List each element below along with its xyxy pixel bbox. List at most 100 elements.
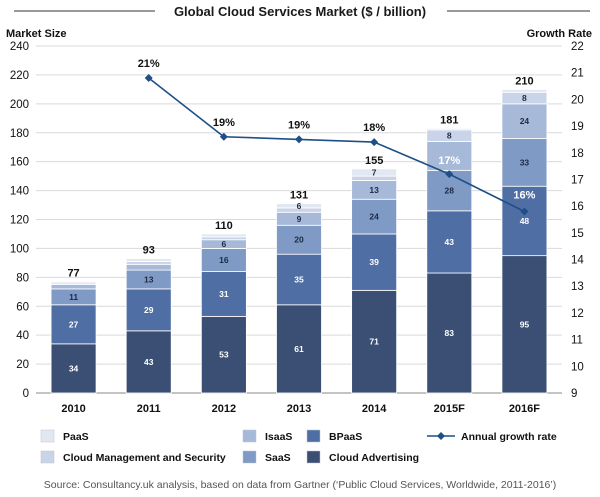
- growth-point-marker: [295, 135, 303, 144]
- legend: PaaS Cloud Management and Security IsaaS Sa…: [40, 429, 557, 464]
- segment-value-label: 31: [219, 289, 229, 299]
- growth-point-marker: [219, 132, 228, 141]
- bar-segment-bpaas: [50, 304, 97, 345]
- bar-segment-bpaas: [501, 185, 548, 257]
- bar-segment-bpaas: [426, 210, 473, 274]
- bar-segment-isaas: [125, 263, 172, 271]
- segment-value-label: 48: [520, 216, 530, 226]
- y2-tick-label: 22: [571, 41, 584, 53]
- bar-segment-isaas: [50, 284, 97, 290]
- growth-value-label: 17%: [438, 155, 460, 167]
- growth-line-path: [148, 77, 525, 213]
- segment-value-label: 61: [294, 344, 304, 354]
- y2-tick-label: 9: [571, 388, 577, 400]
- y-tick-label: 240: [10, 41, 29, 53]
- bar-total-label: 77: [67, 268, 79, 280]
- stacked-bars: 3427117743291393533116611061352096131713…: [50, 75, 548, 394]
- y-tick-label: 220: [10, 70, 29, 82]
- x-tick-label: 2015F: [434, 403, 465, 415]
- y-tick-label: 100: [10, 243, 29, 255]
- bar-segment-saas: [276, 224, 322, 255]
- segment-value-label: 20: [294, 235, 304, 245]
- bar-segment-paas: [501, 88, 548, 93]
- legend-label: Cloud Advertising: [329, 452, 419, 464]
- segment-value-label: 28: [445, 186, 455, 196]
- bar-segment-saas: [501, 138, 548, 187]
- bar-segment-cloud-advertising: [50, 343, 97, 394]
- growth-value-label: 19%: [288, 119, 310, 131]
- segment-value-label: 53: [219, 350, 229, 360]
- segment-value-label: 43: [144, 357, 154, 367]
- chart-title: Global Cloud Services Market ($ / billio…: [174, 4, 426, 19]
- bar-segment-cloud-management-and-security: [200, 236, 247, 241]
- segment-value-label: 7: [372, 168, 377, 178]
- segment-value-label: 24: [520, 116, 530, 126]
- bar-segment-paas: [276, 203, 322, 209]
- growth-point-marker: [445, 170, 454, 179]
- y-axis-ticks: 0 20 40 60 80 100 120 140 160 180 200 220 240: [10, 41, 29, 400]
- y2-tick-label: 17: [571, 174, 584, 186]
- growth-value-label: 18%: [363, 122, 385, 134]
- segment-value-label: 43: [445, 237, 455, 247]
- segment-value-label: 13: [144, 275, 154, 285]
- bar-segment-cloud-advertising: [200, 315, 247, 394]
- y2-tick-label: 10: [571, 361, 584, 373]
- growth-value-label: 21%: [138, 58, 160, 70]
- legend-label: PaaS: [63, 431, 89, 443]
- segment-value-label: 11: [69, 292, 78, 302]
- bar-segment-cloud-advertising: [276, 304, 322, 394]
- y2-tick-label: 14: [571, 255, 584, 267]
- y2-tick-label: 20: [571, 94, 584, 106]
- x-tick-label: 2011: [137, 403, 161, 415]
- bar-total-label: 155: [365, 155, 383, 167]
- y-tick-label: 200: [10, 99, 29, 111]
- segment-value-label: 71: [369, 337, 379, 347]
- y2-tick-label: 15: [571, 228, 584, 240]
- x-tick-label: 2013: [287, 403, 311, 415]
- growth-point-marker: [144, 74, 153, 83]
- bar-total-label: 110: [215, 220, 233, 232]
- x-tick-label: 2016F: [509, 403, 540, 415]
- segment-value-label: 95: [520, 319, 530, 329]
- growth-point-marker: [370, 138, 379, 147]
- y-tick-label: 60: [16, 301, 29, 313]
- bar-segment-paas: [50, 281, 97, 284]
- legend-swatch: [306, 429, 321, 443]
- y-tick-label: 180: [10, 128, 29, 140]
- segment-value-label: 6: [297, 201, 302, 211]
- legend-swatch: [40, 429, 55, 443]
- bar-segment-paas: [351, 168, 398, 177]
- y-tick-label: 40: [16, 330, 29, 342]
- source-note: Source: Consultancy.uk analysis, based o…: [44, 479, 556, 491]
- x-tick-label: 2012: [212, 403, 236, 415]
- legend-label: SaaS: [265, 452, 291, 464]
- bar-segment-bpaas: [125, 288, 172, 332]
- segment-value-label: 8: [447, 131, 452, 141]
- x-axis-ticks: 2010 2011 2012 2013 2014 2015F 2016F: [61, 403, 540, 415]
- y-tick-label: 140: [10, 186, 29, 198]
- segment-value-label: 34: [69, 363, 79, 373]
- bar-segment-cloud-management-and-security: [125, 261, 172, 265]
- bar-segment-cloud-advertising: [125, 330, 172, 394]
- segment-value-label: 6: [221, 239, 226, 249]
- y2-tick-label: 18: [571, 148, 584, 160]
- segment-value-label: 39: [369, 257, 379, 267]
- legend-label: BPaaS: [329, 431, 362, 443]
- legend-swatch: [242, 450, 257, 464]
- legend-swatch: [306, 450, 321, 464]
- growth-value-label: 19%: [213, 117, 235, 129]
- legend-swatch: [40, 450, 55, 464]
- y2-axis-ticks: 9 10 11 12 13 14 15 16 17 18 19 20 21 22: [571, 41, 584, 400]
- y2-tick-label: 21: [571, 68, 584, 80]
- y-tick-label: 0: [23, 388, 29, 400]
- bar-segment-paas: [426, 128, 473, 131]
- bar-total-label: 131: [290, 190, 308, 202]
- legend-label: IsaaS: [265, 431, 292, 443]
- x-tick-label: 2014: [362, 403, 387, 415]
- growth-line: 21% 19% 19% 18% 17% 16%: [138, 58, 536, 216]
- x-tick-label: 2010: [61, 403, 85, 415]
- segment-value-label: 16: [219, 255, 229, 265]
- bar-segment-isaas: [426, 141, 473, 171]
- segment-value-label: 35: [294, 275, 304, 285]
